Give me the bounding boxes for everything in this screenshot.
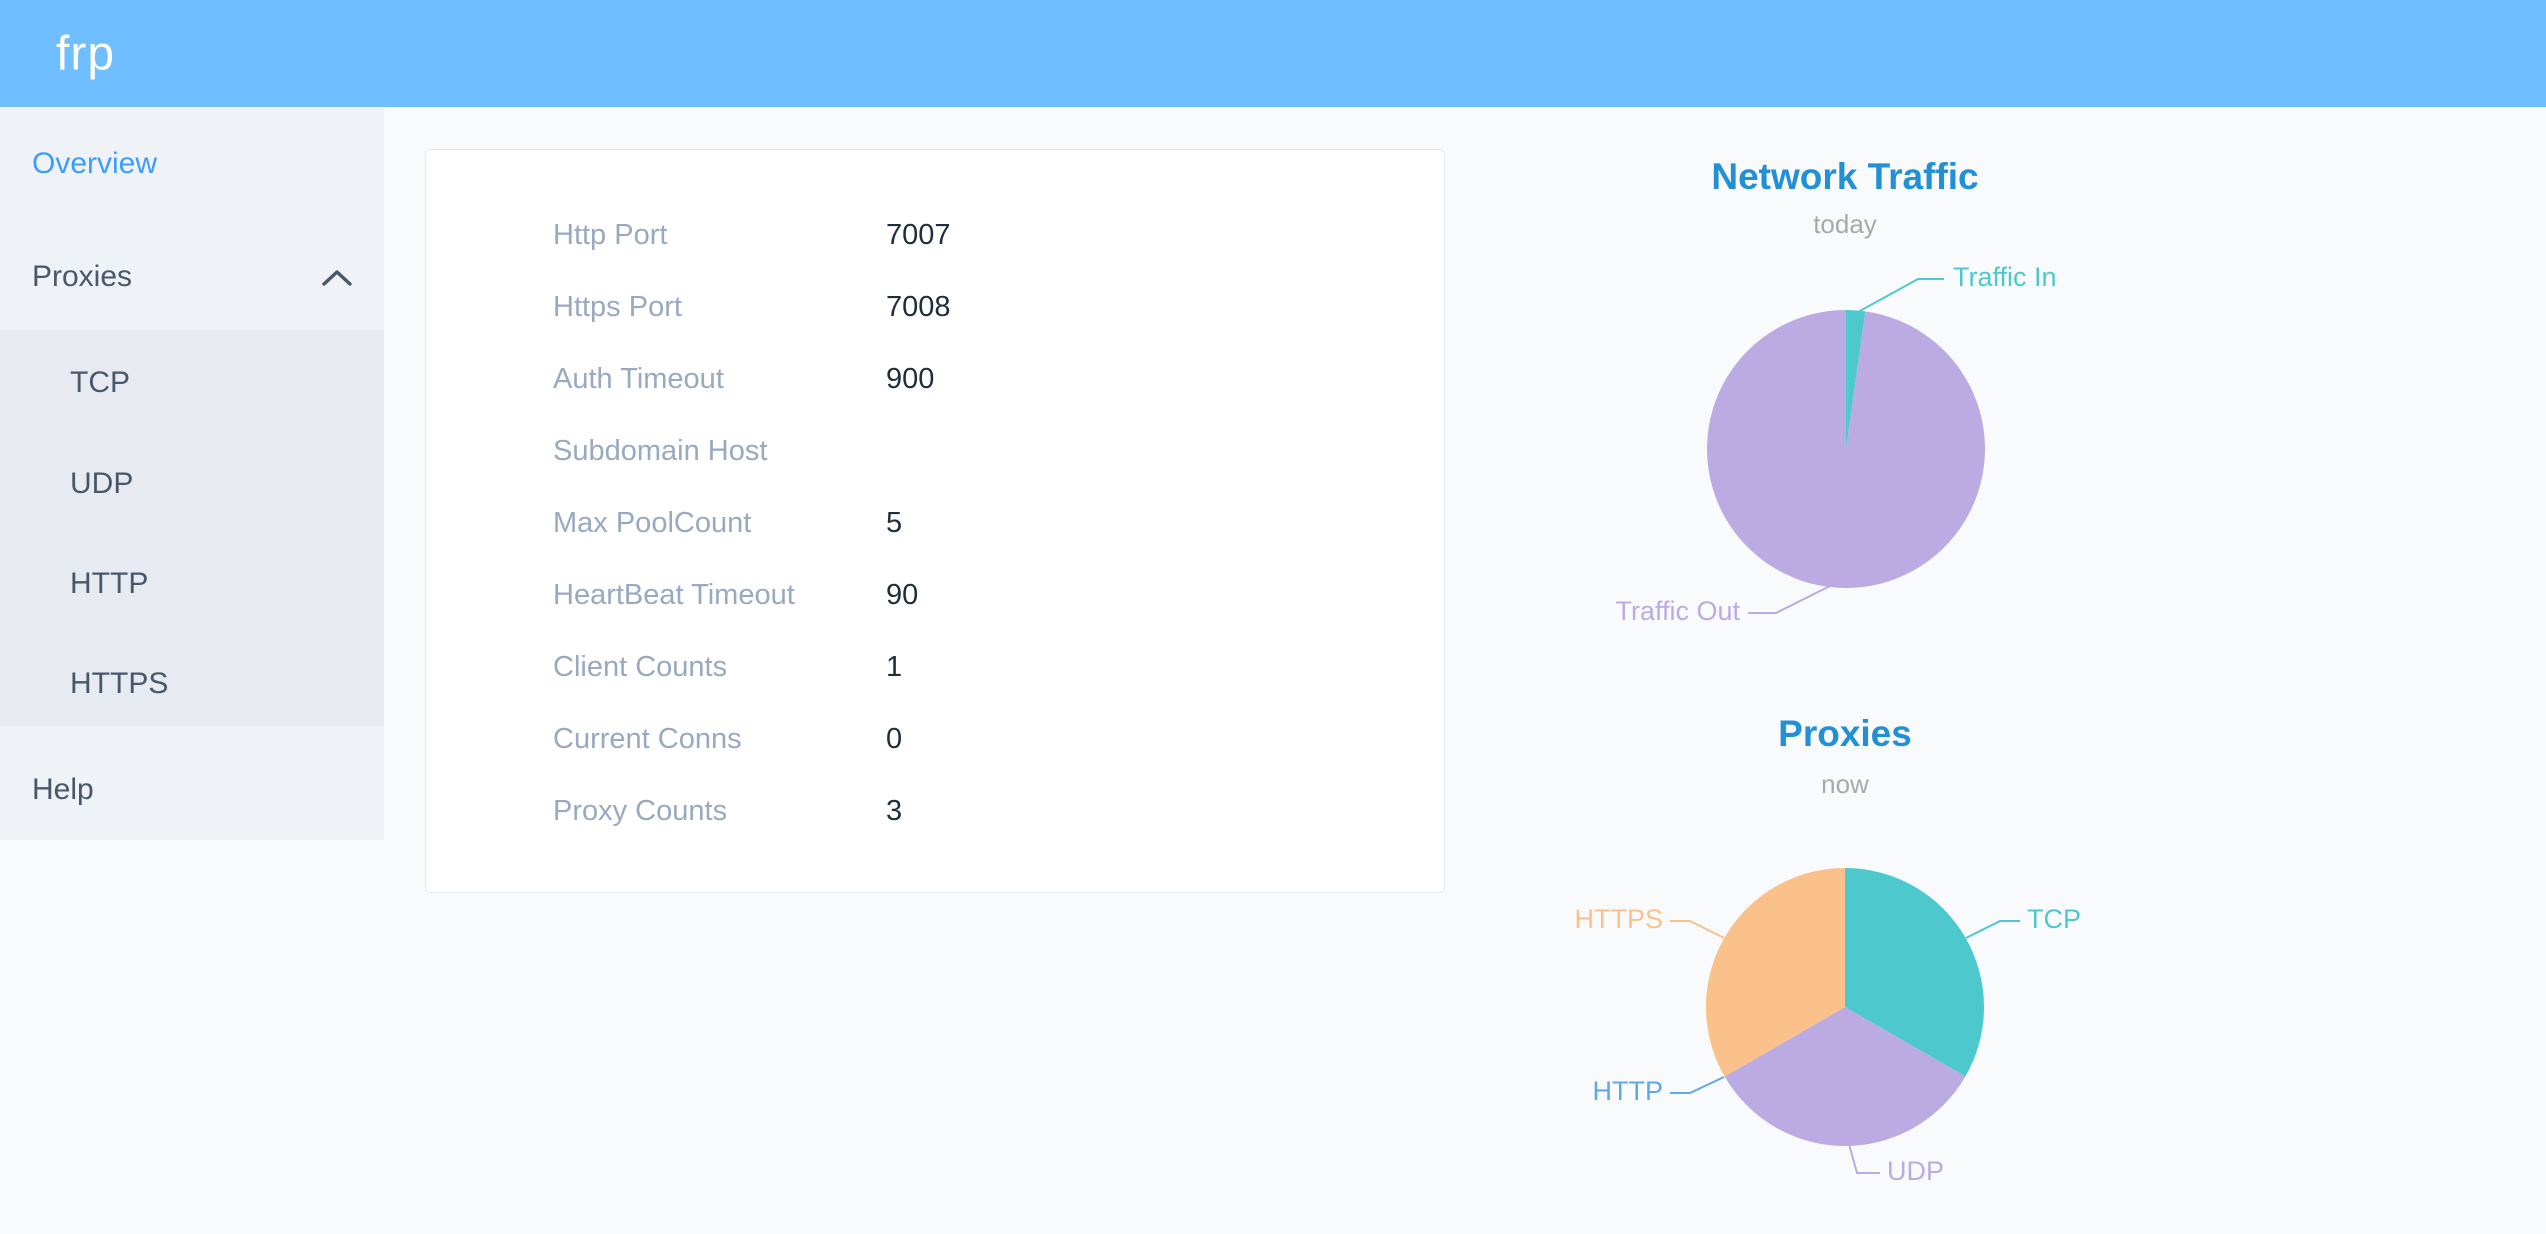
app-header: frp (0, 0, 2546, 107)
config-label: Current Conns (553, 722, 742, 755)
config-row-max-poolcount: Max PoolCount 5 (426, 487, 1444, 559)
config-row-subdomain-host: Subdomain Host (426, 415, 1444, 487)
config-label: Https Port (553, 290, 682, 323)
pie-label-https: HTTPS (1574, 904, 1663, 934)
chart-title: Network Traffic (1711, 156, 1978, 197)
sidebar-item-help[interactable]: Help (32, 773, 94, 806)
config-label: Client Counts (553, 650, 728, 683)
pie-slice-https[interactable] (1706, 868, 1845, 1077)
server-config-table: Http Port 7007 Https Port 7008 Auth Timeout 9… (426, 199, 1444, 847)
config-value: 7008 (886, 290, 951, 323)
sidebar-item-https[interactable]: HTTPS (70, 667, 169, 700)
pie-slice-tcp[interactable] (1845, 868, 1985, 1077)
config-value: 90 (886, 578, 919, 611)
sidebar: Overview Proxies TCP UDP HTTP HTTPS Help (0, 107, 384, 840)
config-row-current-conns: Current Conns 0 (426, 703, 1444, 775)
config-row-https-port: Https Port 7008 (426, 271, 1444, 343)
config-value: 0 (886, 722, 903, 755)
pie-label-udp: UDP (1887, 1156, 1944, 1186)
chevron-up-icon[interactable] (320, 267, 354, 289)
pie-leader-tcp (1965, 920, 2020, 939)
sidebar-item-overview[interactable]: Overview (32, 147, 158, 180)
config-label: Http Port (553, 218, 668, 251)
config-row-http-port: Http Port 7007 (426, 199, 1444, 271)
network-traffic-chart: Network Traffic today Traffic In Traffic Ou… (1615, 156, 2056, 626)
pie-slice-traffic-in[interactable] (1846, 310, 1866, 449)
config-value: 900 (886, 362, 935, 395)
config-value: 5 (886, 506, 903, 539)
config-row-auth-timeout: Auth Timeout 900 (426, 343, 1444, 415)
config-value: 3 (886, 794, 903, 827)
sidebar-item-http[interactable]: HTTP (70, 567, 149, 600)
config-value: 7007 (886, 218, 951, 251)
config-label: Subdomain Host (553, 434, 768, 467)
pie-leader-traffic-in (1857, 278, 1944, 313)
pie-leader-https (1670, 920, 1725, 939)
config-label: Auth Timeout (553, 362, 724, 395)
config-value: 1 (886, 650, 903, 683)
app-logo: frp (56, 27, 116, 80)
config-label: HeartBeat Timeout (553, 578, 795, 611)
sidebar-item-udp[interactable]: UDP (70, 467, 134, 500)
pie-label-http: HTTP (1593, 1076, 1664, 1106)
config-row-heartbeat-timeout: HeartBeat Timeout 90 (426, 559, 1444, 631)
pie-label-traffic-in: Traffic In (1953, 262, 2057, 292)
sidebar-submenu-proxies: TCP UDP HTTP HTTPS (0, 330, 384, 726)
sidebar-item-tcp[interactable]: TCP (70, 366, 130, 399)
chart-subtitle: now (1821, 769, 1869, 799)
pie-slice-udp[interactable] (1724, 1007, 1966, 1146)
chart-subtitle: today (1813, 209, 1877, 239)
pie-leader-udp (1848, 1143, 1880, 1174)
pie-leader-http (1670, 1076, 1725, 1094)
config-row-client-counts: Client Counts 1 (426, 631, 1444, 703)
config-label: Proxy Counts (553, 794, 728, 827)
server-config-card: Http Port 7007 Https Port 7008 Auth Timeout 9… (425, 149, 1445, 893)
proxies-chart: Proxies now TCP UDP HTTP HTTPS (1574, 713, 2081, 1186)
pie-label-tcp: TCP (2027, 904, 2081, 934)
pie-slice-traffic-out[interactable] (1707, 310, 1985, 588)
config-row-proxy-counts: Proxy Counts 3 (426, 775, 1444, 847)
sidebar-item-proxies[interactable]: Proxies (32, 260, 133, 293)
config-label: Max PoolCount (553, 506, 752, 539)
pie-leader-traffic-out (1748, 584, 1833, 614)
pie-label-traffic-out: Traffic Out (1615, 596, 1740, 626)
chart-title: Proxies (1778, 713, 1912, 754)
